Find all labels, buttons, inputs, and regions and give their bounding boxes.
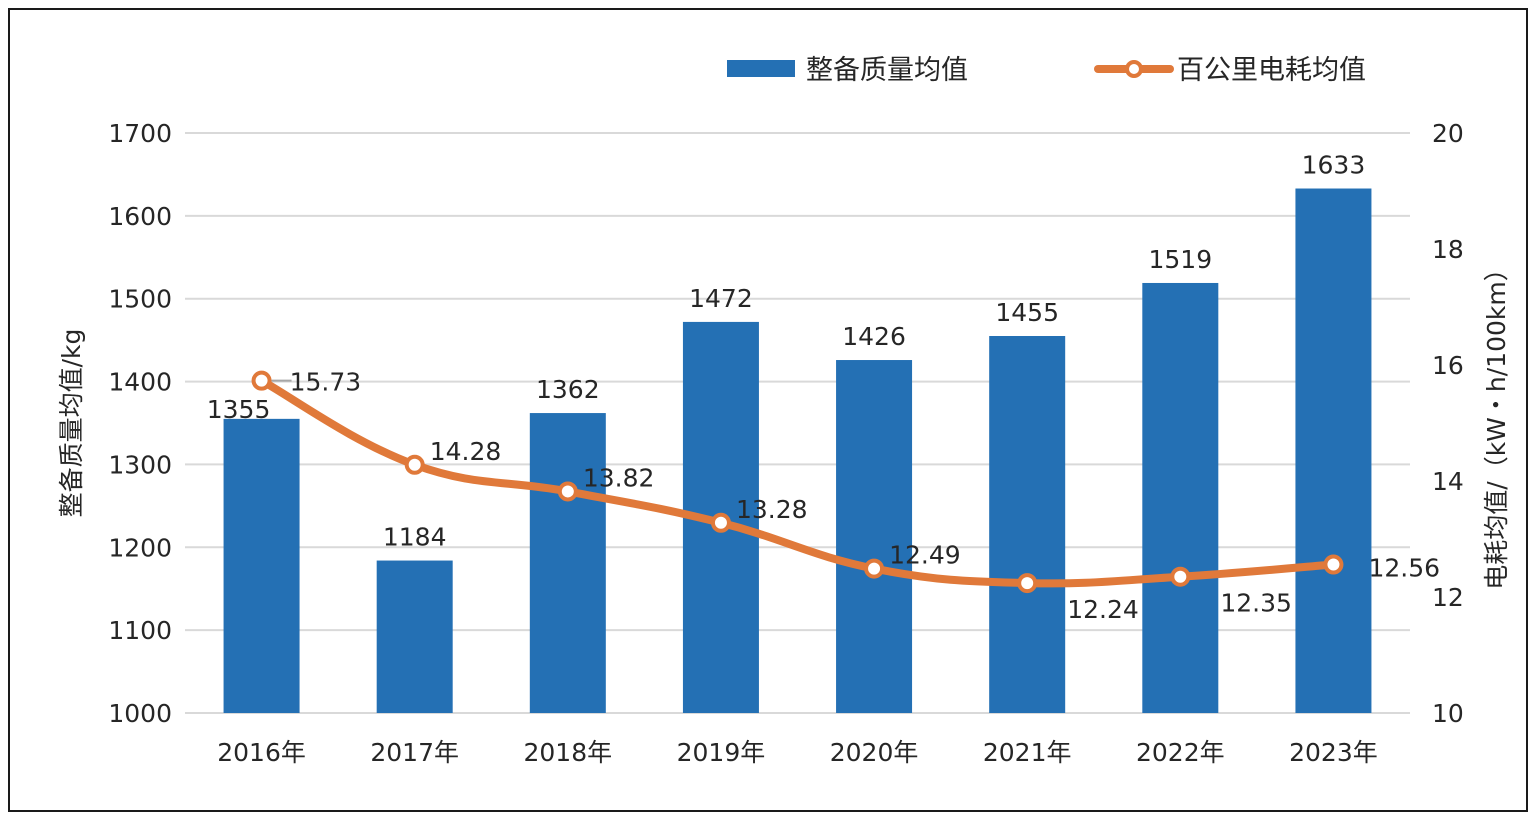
legend-swatch-marker	[1125, 60, 1143, 78]
bar-data-label: 1426	[842, 322, 906, 351]
y2-axis-tick-label: 12	[1432, 583, 1464, 612]
x-axis-tick-label: 2020年	[830, 738, 919, 767]
y-axis-tick-label: 1300	[108, 450, 172, 479]
line-data-label: 13.82	[583, 463, 655, 492]
y-axis-tick-label: 1100	[108, 616, 172, 645]
bar	[836, 360, 913, 713]
line-point	[1323, 554, 1344, 575]
y-axis-title: 整备质量均值/kg	[57, 329, 86, 518]
line-point	[710, 512, 731, 533]
line-data-label: 12.56	[1368, 554, 1440, 583]
y2-axis-tick-label: 14	[1432, 467, 1464, 496]
bar	[989, 336, 1066, 713]
bar-data-label: 1472	[689, 284, 753, 313]
y-axis-tick-label: 1200	[108, 533, 172, 562]
y2-axis-tick-label: 20	[1432, 119, 1464, 148]
line-point	[864, 558, 885, 579]
x-axis-tick-label: 2019年	[677, 738, 766, 767]
line-data-label: 12.35	[1220, 589, 1292, 618]
y-axis-tick-label: 1700	[108, 119, 172, 148]
legend-label-line: 百公里电耗均值	[1177, 55, 1366, 86]
bar-data-label: 1362	[536, 375, 600, 404]
line-point	[1170, 566, 1191, 587]
line-point	[1017, 573, 1038, 594]
bar	[223, 418, 300, 713]
line-data-label: 13.28	[736, 495, 808, 524]
bar-data-label: 1519	[1149, 245, 1213, 274]
line-data-label: 14.28	[430, 437, 502, 466]
x-axis-tick-label: 2016年	[217, 738, 306, 767]
bar-data-label: 1184	[383, 523, 447, 552]
y2-axis-title: 电耗均值/（kW・h/100km）	[1482, 256, 1511, 589]
line-point	[404, 454, 425, 475]
legend-label-bar: 整备质量均值	[806, 55, 968, 86]
legend-swatch-bar	[727, 60, 795, 77]
y2-axis-tick-label: 18	[1432, 235, 1464, 264]
bar-data-label: 1455	[995, 298, 1059, 327]
bar	[1295, 188, 1372, 713]
y2-axis-tick-label: 16	[1432, 351, 1464, 380]
line-point	[557, 481, 578, 502]
bar	[1142, 282, 1219, 713]
bar	[529, 413, 606, 713]
line-data-label: 15.73	[290, 368, 362, 397]
y-axis-tick-label: 1500	[108, 285, 172, 314]
y-axis-tick-label: 1400	[108, 368, 172, 397]
x-axis-tick-label: 2023年	[1289, 738, 1378, 767]
x-axis-tick-label: 2022年	[1136, 738, 1225, 767]
x-axis-tick-label: 2017年	[370, 738, 459, 767]
bar-data-label: 1633	[1302, 151, 1366, 180]
x-axis-tick-label: 2021年	[983, 738, 1072, 767]
line-data-label: 12.49	[889, 541, 961, 570]
line-data-label: 12.24	[1067, 595, 1139, 624]
bar	[376, 560, 453, 713]
bar-data-label: 1355	[207, 395, 271, 424]
y-axis-tick-label: 1000	[108, 699, 172, 728]
x-axis-tick-label: 2018年	[524, 738, 613, 767]
line-point	[251, 370, 272, 391]
y2-axis-tick-label: 10	[1432, 699, 1464, 728]
y-axis-tick-label: 1600	[108, 202, 172, 231]
